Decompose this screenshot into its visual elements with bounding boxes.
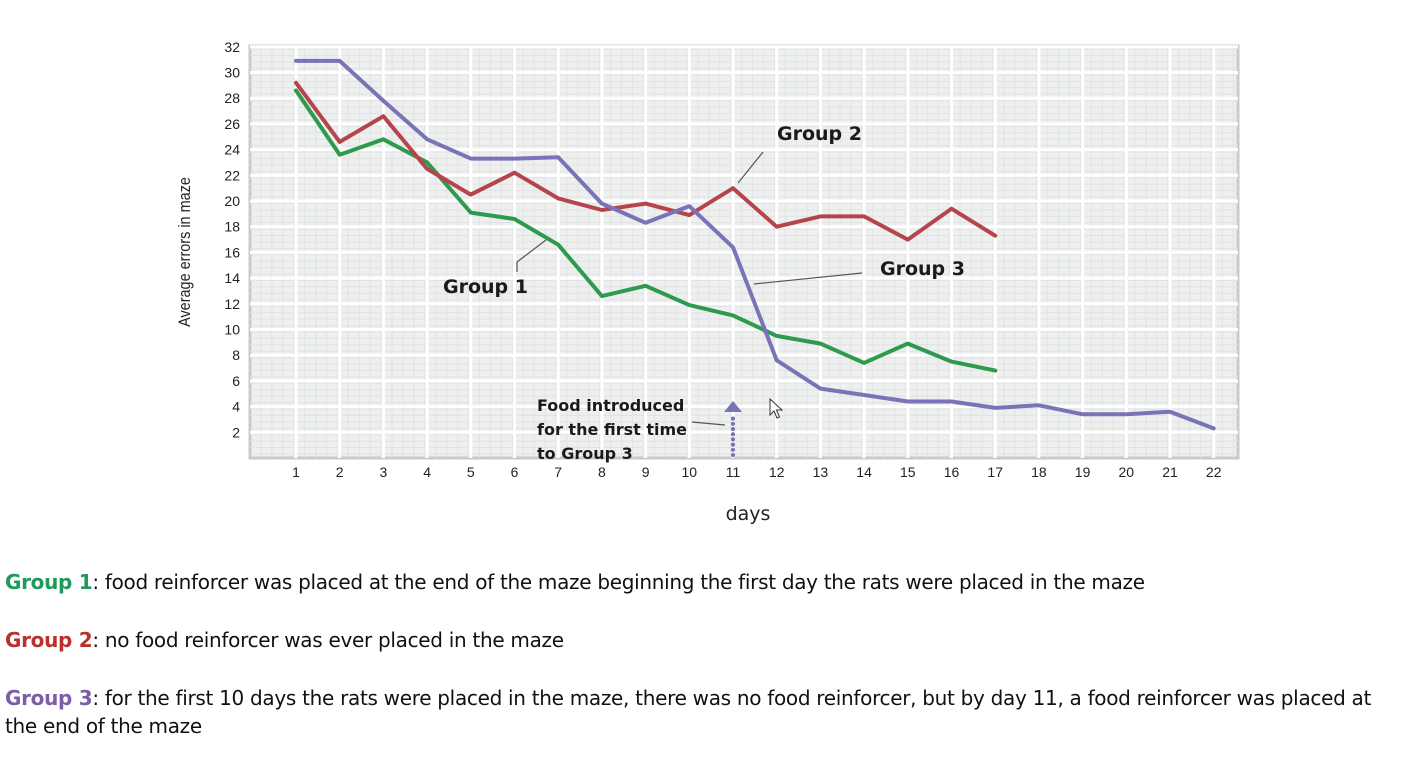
y-tick-label: 2: [232, 424, 240, 440]
y-tick-label: 18: [224, 219, 240, 235]
group-1-leader: [516, 239, 547, 263]
y-tick-label: 16: [224, 244, 240, 260]
x-tick-label: 10: [682, 464, 698, 480]
y-tick-label: 24: [224, 142, 240, 158]
y-axis-title: Average errors in maze: [176, 177, 194, 327]
x-tick-label: 1: [292, 464, 300, 480]
food-arrow-dot: [730, 416, 736, 421]
y-tick-label: 4: [232, 399, 240, 415]
x-tick-label: 22: [1206, 464, 1222, 480]
group-2-label-annotation: Group 2: [777, 123, 862, 145]
food-arrow-dot: [730, 447, 736, 452]
series-line-group-1: [294, 88, 998, 373]
food-arrow-dot: [730, 426, 736, 432]
x-tick-label: 21: [1162, 464, 1178, 480]
x-tick-label: 3: [380, 464, 388, 480]
x-tick-label: 15: [900, 464, 916, 480]
food-arrow-dot: [730, 442, 736, 447]
group-1-text: : food reinforcer was placed at the end …: [92, 570, 1145, 594]
x-tick-label: 6: [511, 464, 519, 480]
group-2-leader: [737, 151, 764, 184]
x-tick-label: 12: [769, 464, 785, 480]
x-tick-label: 17: [987, 464, 1003, 480]
food-arrow-dot: [730, 432, 736, 437]
group-1-label: Group 1: [5, 570, 93, 594]
x-tick-label: 8: [598, 464, 606, 480]
y-tick-label: 20: [224, 193, 240, 209]
y-tick-label: 8: [232, 347, 240, 363]
group-1-label-annotation: Group 1: [443, 276, 528, 298]
y-tick-label: 6: [232, 373, 240, 389]
y-tick-label: 12: [224, 296, 240, 312]
x-tick-label: 7: [554, 464, 562, 480]
group-1-description: Group 1: food reinforcer was placed at t…: [5, 568, 1405, 596]
series-line-group-3: [294, 58, 1216, 431]
food-arrow-head: [724, 401, 742, 412]
x-tick-label: 9: [642, 464, 650, 480]
food-introduced-annotation-line: Food introduced: [537, 396, 684, 415]
food-introduced-annotation-line: to Group 3: [537, 444, 633, 463]
x-tick-label: 16: [944, 464, 960, 480]
group-2-text: : no food reinforcer was ever placed in …: [92, 628, 564, 652]
y-tick-label: 22: [224, 167, 240, 183]
y-tick-label: 26: [224, 116, 240, 132]
group-2-label: Group 2: [5, 628, 93, 652]
group-3-label: Group 3: [5, 686, 93, 710]
food-arrow-dot: [730, 452, 736, 458]
y-tick-label: 14: [224, 270, 240, 286]
group-3-label-annotation: Group 3: [880, 258, 965, 280]
x-tick-label: 11: [726, 464, 741, 480]
y-tick-label: 32: [224, 39, 240, 55]
x-tick-label: 13: [813, 464, 829, 480]
x-tick-label: 20: [1119, 464, 1135, 480]
group-3-description: Group 3: for the first 10 days the rats …: [5, 684, 1405, 740]
food-introduced-annotation-line: for the first time: [537, 420, 687, 439]
x-tick-label: 5: [467, 464, 475, 480]
x-tick-label: 19: [1075, 464, 1091, 480]
x-tick-label: 18: [1031, 464, 1047, 480]
series-line-group-2: [294, 80, 998, 242]
group-2-description: Group 2: no food reinforcer was ever pla…: [5, 626, 1405, 654]
group-3-leader: [753, 272, 863, 285]
y-tick-label: 28: [224, 90, 240, 106]
cursor-icon: [769, 397, 784, 419]
y-tick-label: 10: [224, 322, 240, 338]
x-axis-title: days: [726, 503, 771, 525]
food-leader: [691, 421, 726, 426]
y-tick-label: 30: [224, 65, 240, 81]
food-arrow-dot: [730, 421, 736, 426]
x-tick-label: 4: [423, 464, 431, 480]
x-tick-label: 14: [856, 464, 872, 480]
food-arrow-dot: [730, 437, 736, 442]
group-3-text: : for the first 10 days the rats were pl…: [5, 686, 1372, 738]
x-tick-label: 2: [336, 464, 344, 480]
